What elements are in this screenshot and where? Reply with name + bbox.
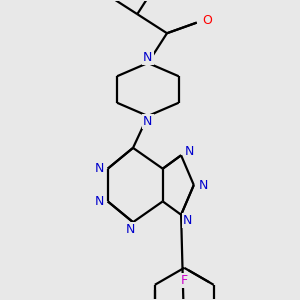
Text: N: N bbox=[94, 162, 104, 175]
Text: N: N bbox=[94, 195, 104, 208]
Text: N: N bbox=[126, 223, 136, 236]
Text: O: O bbox=[202, 14, 212, 27]
Text: F: F bbox=[181, 274, 188, 287]
Text: N: N bbox=[185, 145, 194, 158]
Text: N: N bbox=[199, 178, 208, 191]
Text: N: N bbox=[143, 115, 153, 128]
Text: N: N bbox=[143, 51, 153, 64]
Text: N: N bbox=[183, 214, 192, 226]
